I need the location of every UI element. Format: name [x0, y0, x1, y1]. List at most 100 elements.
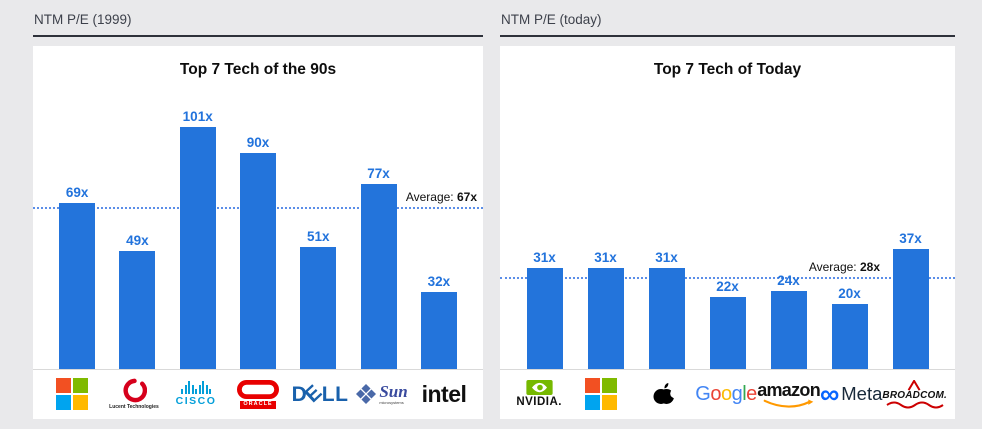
bar-column: 24x	[758, 273, 819, 369]
average-value: 28x	[859, 260, 880, 274]
section-header-1999: NTM P/E (1999)	[34, 12, 132, 27]
bar-value-label: 32x	[427, 274, 451, 289]
bar-column: 51x	[288, 229, 348, 369]
bar-column: 69x	[47, 185, 107, 369]
amazon-logo: amazon	[757, 381, 821, 408]
nvidia-logo: NVIDIA.	[508, 379, 570, 409]
google-letter: o	[710, 383, 721, 405]
dell-logo: DELL	[289, 380, 351, 407]
chart-plot-today: Average: 28x 31x 31x 31x 22x 24x 20x 37x	[500, 82, 955, 370]
bar	[119, 251, 156, 369]
bar-column: 37x	[880, 231, 941, 369]
bar-value-label: 22x	[716, 279, 739, 294]
bar-column: 49x	[107, 233, 167, 369]
cisco-logo: CISCO	[165, 381, 227, 407]
bar-value-label: 31x	[533, 250, 556, 265]
bar-value-label: 90x	[246, 135, 270, 150]
chart-section-1999: NTM P/E (1999) Top 7 Tech of the 90s Ave…	[33, 8, 483, 419]
bar-value-label: 49x	[126, 233, 149, 248]
bar	[360, 184, 397, 369]
amazon-smile-icon	[763, 398, 813, 408]
google-letter: G	[695, 383, 711, 405]
bar-value-label: 31x	[594, 250, 617, 265]
bar	[300, 247, 337, 369]
nvidia-eye-icon	[526, 379, 553, 395]
average-value: 67x	[456, 190, 477, 204]
bar-value-label: 77x	[367, 166, 390, 181]
bars-today: 31x 31x 31x 22x 24x 20x 37x	[500, 82, 955, 370]
sun-label: Sun	[379, 382, 408, 401]
meta-label: Meta	[841, 382, 883, 404]
bar	[59, 203, 96, 369]
microsoft-logo	[570, 378, 632, 410]
chart-title-today: Top 7 Tech of Today	[653, 61, 802, 78]
chart-panel-1999: Top 7 Tech of the 90s Average: 67x 69x 49…	[33, 46, 483, 419]
nvidia-label: NVIDIA.	[516, 395, 562, 408]
microsoft-logo	[41, 378, 103, 410]
apple-icon	[653, 383, 676, 404]
bar	[831, 304, 868, 369]
cisco-label: CISCO	[175, 395, 217, 408]
dell-letters-ll: LL	[321, 382, 349, 406]
bar-column: 31x	[575, 250, 636, 369]
broadcom-logo: BROADCOM.	[882, 379, 947, 409]
bars-1999: 69x 49x 101x 90x 51x 77x 32x	[33, 82, 483, 370]
bar-column: 90x	[228, 135, 288, 369]
broadcom-wave-icon	[886, 401, 944, 408]
bar-value-label: 51x	[307, 229, 330, 244]
section-header-rule	[33, 35, 483, 37]
meta-infinity-icon: ∞	[820, 378, 840, 409]
bar-column: 101x	[168, 109, 228, 369]
lucent-ring-icon	[122, 378, 147, 403]
bar	[648, 268, 685, 369]
microsoft-squares-icon	[585, 378, 618, 410]
bar-value-label: 101x	[182, 109, 213, 124]
lucent-label: Lucent Technologies	[109, 404, 159, 410]
oracle-ring-icon	[237, 379, 279, 399]
google-wordmark: Google	[695, 384, 757, 404]
broadcom-spike-icon	[907, 379, 921, 391]
oracle-logo: ORACLE	[227, 379, 289, 410]
chart-panel-today: Top 7 Tech of Today Average: 28x 31x 31x 3…	[500, 46, 955, 419]
bar-column: 32x	[409, 274, 469, 369]
bar-value-label: 69x	[65, 185, 89, 200]
average-label-today: Average: 28x	[809, 260, 880, 274]
bar	[239, 153, 276, 369]
sun-microsystems-label: microsystems	[379, 400, 404, 405]
logo-row-1999: Lucent Technologies CISCO ORACLE DELL	[41, 370, 475, 418]
meta-logo: ∞ Meta	[820, 378, 883, 409]
logo-row-today: NVIDIA. Google amazon	[508, 370, 947, 418]
bar-column: 20x	[819, 286, 880, 369]
bar	[892, 249, 929, 369]
bar-column: 77x	[348, 166, 408, 369]
bar	[709, 297, 746, 369]
google-letter: e	[746, 383, 757, 405]
dell-wordmark: DELL	[292, 380, 349, 407]
intel-logo: intel	[413, 380, 475, 407]
google-letter: l	[742, 383, 747, 405]
oracle-label: ORACLE	[240, 400, 276, 410]
bar-column: 31x	[514, 250, 575, 369]
google-logo: Google	[695, 384, 757, 404]
section-header-today: NTM P/E (today)	[501, 12, 602, 27]
bar-value-label: 37x	[899, 231, 922, 246]
page: NTM P/E (1999) Top 7 Tech of the 90s Ave…	[33, 8, 955, 419]
average-label-1999: Average: 67x	[406, 190, 477, 204]
bar-value-label: 31x	[655, 250, 678, 265]
bar	[420, 292, 457, 369]
chart-section-today: NTM P/E (today) Top 7 Tech of Today Aver…	[500, 8, 955, 419]
lucent-logo: Lucent Technologies	[103, 378, 165, 410]
bar	[587, 268, 624, 369]
broadcom-label: BROADCOM.	[882, 389, 947, 401]
intel-wordmark: intel	[421, 380, 467, 407]
sun-logo: Sun microsystems	[351, 383, 413, 405]
bar-column: 22x	[697, 279, 758, 369]
bar	[179, 127, 216, 369]
sun-diamond-icon	[356, 384, 377, 404]
microsoft-squares-icon	[56, 378, 88, 410]
bar-value-label: 24x	[777, 273, 800, 288]
average-line-today	[500, 277, 955, 279]
section-header-rule	[500, 35, 955, 37]
apple-logo	[633, 380, 695, 408]
google-letter: o	[720, 383, 732, 405]
